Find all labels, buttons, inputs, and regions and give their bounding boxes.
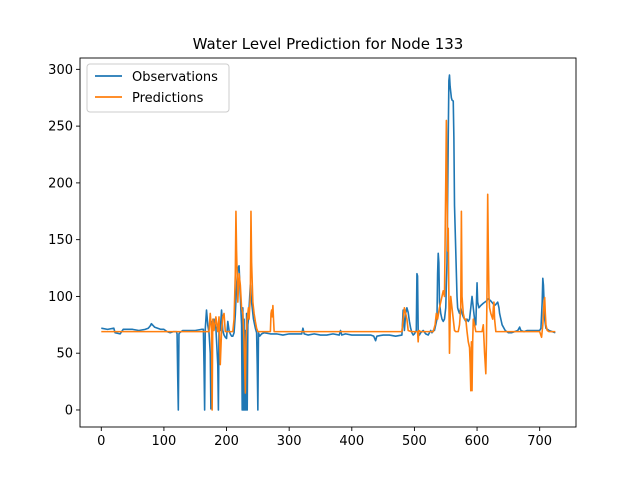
y-tick-label: 50 [56, 347, 73, 362]
legend: Observations Predictions [86, 63, 230, 113]
chart-title: Water Level Prediction for Node 133 [193, 35, 464, 53]
series-line-predictions [101, 119, 556, 411]
y-tick-label: 100 [48, 290, 73, 305]
x-tick-label: 300 [277, 434, 302, 449]
y-tick-label: 150 [48, 233, 73, 248]
x-tick-label: 100 [152, 434, 177, 449]
x-tick-label: 600 [465, 434, 490, 449]
y-tick-label: 200 [48, 176, 73, 191]
x-tick-label: 200 [214, 434, 239, 449]
series-line-observations [101, 74, 556, 411]
y-tick-label: 0 [65, 403, 73, 418]
axes-frame [79, 57, 577, 428]
x-tick-label: 700 [527, 434, 552, 449]
x-tick-label: 500 [402, 434, 427, 449]
x-tick-label: 0 [97, 434, 105, 449]
y-tick-label: 300 [48, 63, 73, 78]
x-tick-label: 400 [339, 434, 364, 449]
legend-box [86, 63, 230, 113]
legend-label-observations: Observations [132, 70, 218, 85]
legend-label-predictions: Predictions [132, 91, 204, 106]
plot-area [101, 74, 556, 411]
y-tick-label: 250 [48, 120, 73, 135]
axes: 0 100 200 300 400 500 600 700 0 50 100 150 200 250 300 [48, 57, 577, 449]
